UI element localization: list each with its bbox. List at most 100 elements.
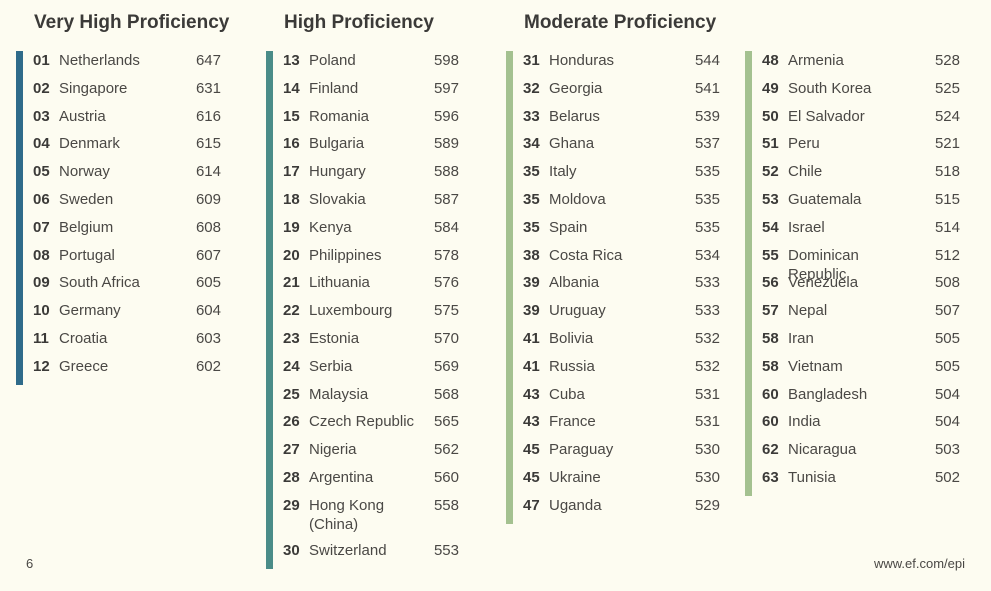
proficiency-score: 535 — [694, 218, 720, 236]
country-name: Spain — [549, 218, 588, 236]
rank-number: 60 — [762, 385, 779, 403]
band-bar-moderate — [506, 51, 513, 524]
country-name: Philippines — [309, 246, 382, 264]
rank-number: 06 — [33, 190, 50, 208]
band-bar-high — [266, 51, 273, 570]
proficiency-score: 515 — [934, 190, 960, 208]
ranking-row: 02 Singapore 631 — [33, 79, 221, 107]
rank-number: 38 — [523, 246, 540, 264]
ranking-row: 29 Hong Kong (China) 558 — [283, 496, 470, 542]
country-name: Singapore — [59, 79, 128, 97]
rank-number: 55 — [762, 246, 779, 264]
ranking-row: 16 Bulgaria 589 — [283, 134, 470, 162]
proficiency-score: 541 — [694, 79, 720, 97]
ranking-row: 22 Luxembourg 575 — [283, 301, 470, 329]
ranking-row: 11 Croatia 603 — [33, 329, 221, 357]
ranking-row: 28 Argentina 560 — [283, 468, 470, 496]
rank-number: 35 — [523, 163, 540, 181]
country-name: Belgium — [59, 218, 114, 236]
proficiency-score: 598 — [433, 52, 459, 69]
proficiency-score: 587 — [433, 190, 459, 208]
ranking-row: 23 Estonia 570 — [283, 329, 470, 357]
proficiency-score: 505 — [934, 357, 960, 375]
ranking-row: 43 France 531 — [523, 412, 720, 440]
rank-number: 34 — [523, 135, 540, 153]
ranking-row: 45 Ukraine 530 — [523, 468, 720, 496]
footer-url[interactable]: www.ef.com/epi — [873, 556, 965, 571]
country-name: Armenia — [788, 52, 844, 69]
proficiency-score: 524 — [934, 107, 960, 125]
proficiency-score: 539 — [694, 107, 720, 125]
ranking-list: 31 Honduras 544 32 Georgia 541 33 Belarus 539 34 G… — [506, 51, 720, 524]
country-name: Slovakia — [309, 190, 366, 208]
proficiency-score: 605 — [195, 274, 221, 292]
ranking-row: 17 Hungary 588 — [283, 162, 470, 190]
rank-number: 63 — [762, 468, 779, 486]
ranking-row: 56 Venezuela 508 — [762, 273, 960, 301]
country-name: South Africa — [59, 274, 140, 292]
rank-number: 23 — [283, 329, 300, 347]
ranking-row: 32 Georgia 541 — [523, 79, 720, 107]
proficiency-score: 608 — [195, 218, 221, 236]
ranking-row: 52 Chile 518 — [762, 162, 960, 190]
ranking-row: 60 Bangladesh 504 — [762, 385, 960, 413]
ranking-row: 55 Dominican Republic 512 — [762, 246, 960, 283]
proficiency-score: 518 — [934, 163, 960, 181]
rank-number: 54 — [762, 218, 779, 236]
country-name: Greece — [59, 357, 109, 375]
rank-number: 18 — [283, 190, 300, 208]
ranking-row: 53 Guatemala 515 — [762, 190, 960, 218]
ranking-row: 33 Belarus 539 — [523, 107, 720, 135]
proficiency-score: 531 — [694, 385, 720, 403]
country-name: El Salvador — [788, 107, 865, 125]
proficiency-score: 609 — [195, 190, 221, 208]
ranking-row: 14 Finland 597 — [283, 79, 470, 107]
rank-number: 22 — [283, 302, 300, 320]
proficiency-score: 534 — [694, 246, 720, 264]
rank-number: 21 — [283, 274, 300, 292]
rank-number: 39 — [523, 274, 540, 292]
rank-number: 16 — [283, 135, 300, 153]
rank-number: 26 — [283, 413, 300, 431]
ranking-row: 15 Romania 596 — [283, 107, 470, 135]
proficiency-score: 533 — [694, 274, 720, 292]
ranking-row: 24 Serbia 569 — [283, 357, 470, 385]
proficiency-score: 569 — [433, 357, 459, 375]
country-name: Tunisia — [788, 468, 836, 486]
rank-number: 05 — [33, 163, 50, 181]
proficiency-score: 530 — [694, 468, 720, 486]
rank-number: 25 — [283, 385, 300, 403]
country-name: Kenya — [309, 218, 352, 236]
rank-number: 11 — [33, 329, 49, 347]
country-name: Switzerland — [309, 542, 387, 560]
proficiency-score: 537 — [694, 135, 720, 153]
ranking-row: 20 Philippines 578 — [283, 246, 470, 274]
ranking-row: 62 Nicaragua 503 — [762, 440, 960, 468]
country-name: Peru — [788, 135, 820, 153]
proficiency-score: 514 — [934, 218, 960, 236]
ranking-row: 12 Greece 602 — [33, 357, 221, 385]
rank-number: 33 — [523, 107, 540, 125]
ranking-row: 49 South Korea 525 — [762, 79, 960, 107]
proficiency-score: 614 — [195, 163, 221, 181]
rank-number: 62 — [762, 441, 779, 459]
ranking-list: 13 Poland 598 14 Finland 597 15 Romania 596 16 Bul… — [266, 51, 470, 569]
proficiency-score: 533 — [694, 302, 720, 320]
country-name: Paraguay — [549, 441, 614, 459]
proficiency-score: 525 — [934, 79, 960, 97]
rank-number: 50 — [762, 107, 779, 125]
country-name: Denmark — [59, 135, 120, 153]
ranking-row: 35 Italy 535 — [523, 162, 720, 190]
country-name: Georgia — [549, 79, 603, 97]
proficiency-score: 535 — [694, 190, 720, 208]
proficiency-score: 532 — [694, 357, 720, 375]
proficiency-score: 578 — [433, 246, 459, 264]
country-name: Hong Kong (China) — [309, 496, 385, 533]
country-name: Sweden — [59, 190, 114, 208]
rank-number: 13 — [283, 52, 300, 69]
rank-number: 15 — [283, 107, 300, 125]
country-name: Norway — [59, 163, 110, 181]
country-name: Hungary — [309, 163, 366, 181]
proficiency-score: 584 — [433, 218, 459, 236]
column-very-high: 01 Netherlands 647 02 Singapore 631 03 Austria 6… — [16, 51, 221, 385]
